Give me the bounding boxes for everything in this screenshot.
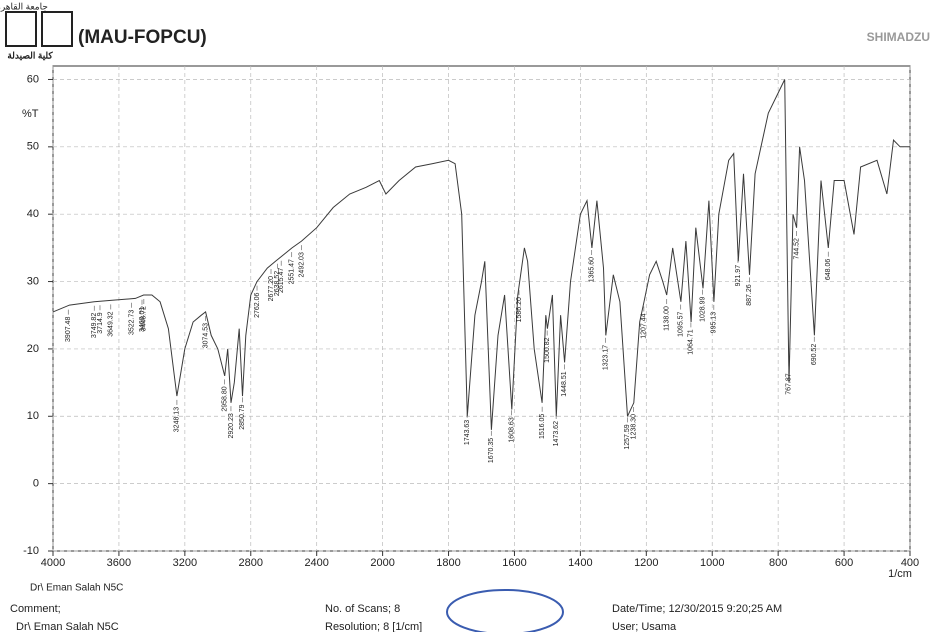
x-tick-label: 600 [835,557,853,569]
peak-label: 2677.20 [268,276,275,301]
x-tick-label: 1000 [700,557,724,569]
peak-label: 2638.52 [274,271,281,296]
peak-label: 648.06 [825,259,832,281]
peak-label: 1670.35 [488,438,495,463]
x-tick-label: 1200 [634,557,658,569]
peak-label: 1608.63 [508,417,515,442]
university-name: جامعة القاهرة [0,1,48,12]
x-axis-label: 1/cm [888,568,912,580]
x-tick-label: 3200 [173,557,197,569]
datetime: Date/Time; 12/30/2015 9:20;25 AM [612,603,782,615]
lab-name: (MAU-FOPCU) [78,27,207,48]
resolution: Resolution; 8 [1/cm] [325,621,422,632]
peak-label: 1473.62 [553,421,560,446]
scans: No. of Scans; 8 [325,603,400,615]
peak-label: 1323.17 [603,345,610,370]
x-tick-label: 2800 [239,557,263,569]
peak-label: 2762.06 [254,292,261,317]
peak-label: 1095.57 [678,311,685,336]
peak-label: 2492.03 [298,252,305,277]
y-tick-label: 50 [27,141,39,153]
peak-label: 1586.20 [516,297,523,322]
peak-label: 1138.00 [664,306,671,331]
peak-label: 3248.13 [174,407,181,432]
x-tick-label: 2400 [304,557,328,569]
x-tick-label: 1400 [568,557,592,569]
peak-label: 1257.59 [624,424,631,449]
peak-label: 1365.60 [589,257,596,282]
x-tick-label: 400 [901,557,919,569]
peak-label: 3714.9 [97,312,104,334]
x-tick-label: 3600 [107,557,131,569]
peak-label: 1028.99 [700,296,707,321]
peak-label: 1207.44 [641,313,648,338]
y-tick-label: 30 [27,275,39,287]
peak-label: 1500.82 [544,337,551,362]
stamp [446,589,564,632]
y-tick-label: 0 [33,478,39,490]
faculty-name: كلية الصيدلة [7,50,53,60]
logo-left [5,11,37,47]
peak-label: 690.52 [811,344,818,366]
x-tick-label: 800 [769,557,787,569]
peak-label: 2958.80 [221,386,228,411]
x-tick-label: 2000 [370,557,394,569]
peak-label: 2850.79 [239,404,246,429]
peak-label: 921.97 [735,265,742,287]
x-tick-label: 4000 [41,557,65,569]
peak-label: 1238.30 [631,414,638,439]
peak-label: 995.13 [711,312,718,334]
spectrum-line [52,79,910,430]
peak-label: 1743.63 [464,420,471,445]
peak-label: 3460.01 [139,307,146,332]
peak-label: 1516.05 [539,414,546,439]
sample-note: Dr\ Eman Salah N5C [30,583,123,594]
y-tick-label: 60 [27,73,39,85]
y-tick-label: 10 [27,410,39,422]
operator: Dr\ Eman Salah N5C [16,621,119,632]
y-tick-label: -10 [23,545,39,557]
comment: Comment; [10,603,61,615]
brand: SHIMADZU [867,30,930,44]
peak-label: 3649.32 [108,311,115,336]
peak-label: 2551.47 [289,259,296,284]
x-tick-label: 1600 [502,557,526,569]
peak-label: 744.52 [793,238,800,260]
peak-label: 2920.23 [228,413,235,438]
x-tick-label: 1800 [436,557,460,569]
y-axis-label: %T [22,108,39,120]
peak-label: 3448.72 [141,306,148,331]
peak-label: 3749.82 [91,313,98,338]
peak-label: 767.87 [786,373,793,395]
y-tick-label: 20 [27,343,39,355]
peak-label: 3907.48 [65,317,72,342]
peak-label: 1064.71 [688,329,695,354]
user: User; Usama [612,621,677,632]
peak-label: 887.26 [746,284,753,306]
peak-label: 3522.73 [129,310,136,335]
peak-label: 1448.51 [561,371,568,396]
y-tick-label: 40 [27,208,39,220]
peak-label: 2615.47 [278,268,285,293]
peak-label: 3074.53 [202,323,209,348]
logo-right [41,11,73,47]
